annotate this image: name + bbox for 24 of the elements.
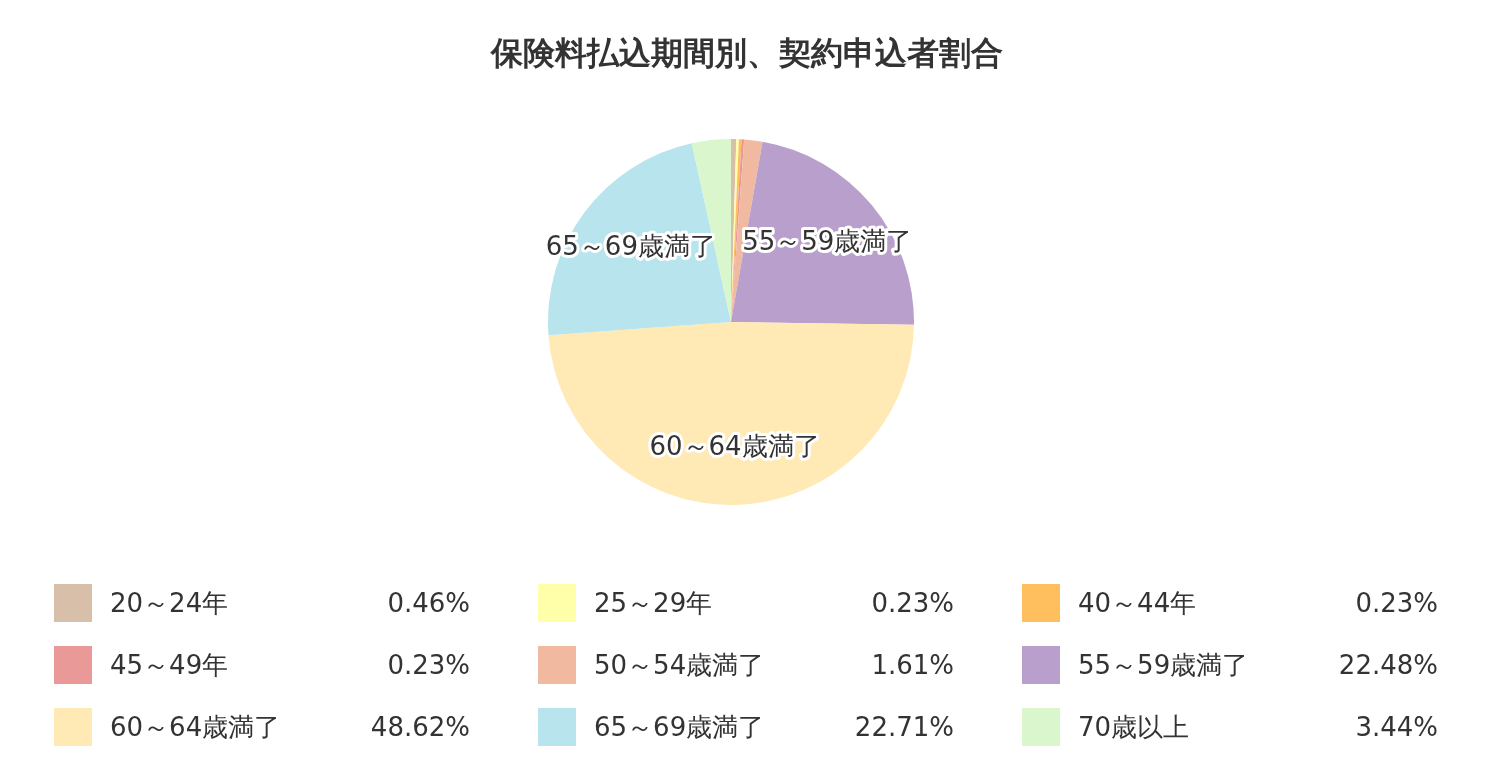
pie-slice [691,139,731,322]
data-label: 0.46% [387,588,470,618]
legend-label: 55～59歳満了 [1078,650,1249,680]
legend-label: 70歳以上 [1078,712,1190,742]
chart-title: 保険料払込期間別、契約申込者割合 [490,34,1003,72]
legend-label: 60～64歳満了 [110,712,281,742]
data-label: 0.23% [871,588,954,618]
legend-label: 40～44年 [1078,588,1197,618]
data-label: 22.71% [854,712,954,742]
legend-label: 45～49年 [110,650,229,680]
legend-label: 25～29年 [594,588,713,618]
data-label: 1.61% [871,650,954,680]
data-label: 22.48% [1338,650,1438,680]
pie-slice [548,322,914,505]
legend-label: 65～69歳満了 [594,712,765,742]
legend-label: 20～24年 [110,588,229,618]
slice-label: 65～69歳満了 [545,231,716,262]
data-label: 48.62% [370,712,470,742]
data-label: 0.23% [387,650,470,680]
slice-label: 60～64歳満了 [649,430,820,461]
legend-label: 50～54歳満了 [594,650,765,680]
data-label: 0.23% [1355,588,1438,618]
slice-label: 55～59歳満了 [742,226,913,257]
data-label: 3.44% [1355,712,1438,742]
